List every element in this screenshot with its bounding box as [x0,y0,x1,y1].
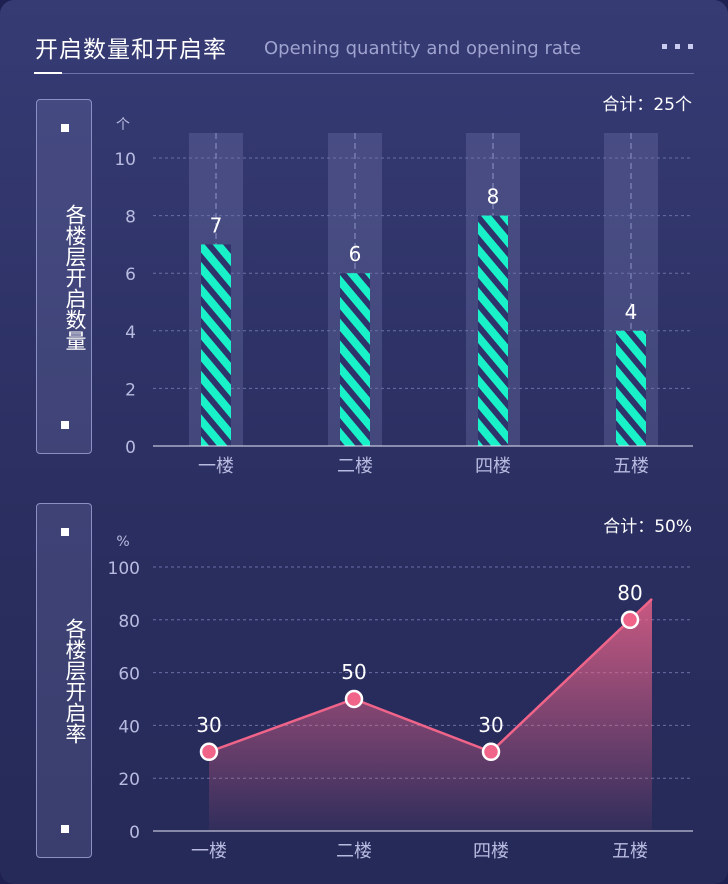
quantity-bar-chart: 0 2 4 6 8 10 个 7 6 8 4 一楼 二楼 四楼 五楼 [114,117,693,477]
x-tick-label: 二楼 [337,456,373,477]
x-tick-label: 一楼 [191,841,227,862]
square-icon [61,124,69,132]
bar-value-label: 4 [625,300,638,324]
y-tick-label: 4 [125,323,136,343]
area-fill [209,598,652,831]
square-icon [61,825,69,833]
point-value-label: 50 [341,660,366,684]
y-tick-label: 6 [125,265,136,285]
rate-total: 合计：50% [603,517,692,537]
y-tick-label: 10 [114,150,136,170]
panel-subtitle: Opening quantity and opening rate [264,38,582,59]
square-icon [61,528,69,536]
data-point [620,610,640,630]
x-tick-label: 五楼 [613,456,649,477]
y-tick-label: 0 [125,438,136,458]
data-point [199,742,219,762]
data-point [481,742,501,762]
x-tick-label: 四楼 [473,841,509,862]
x-tick-label: 五楼 [612,841,648,862]
bar [201,244,231,446]
bar-value-label: 7 [210,213,223,237]
side-label-rate-text: 各楼层开启率 [63,618,87,744]
point-value-label: 30 [196,713,221,737]
quantity-total: 合计：25个 [602,95,692,115]
side-label-quantity: 各楼层开启数量 [36,99,92,454]
y-tick-label: 100 [108,559,140,579]
bar [616,330,646,446]
more-dots-icon[interactable] [662,44,694,52]
header-divider [34,73,694,74]
y-unit-label: % [116,534,129,550]
y-tick-label: 8 [125,208,136,228]
point-value-label: 80 [617,581,642,605]
x-tick-label: 二楼 [336,841,372,862]
square-icon [61,421,69,429]
y-tick-label: 40 [118,717,140,737]
x-tick-label: 一楼 [198,456,234,477]
y-unit-label: 个 [116,117,130,133]
point-value-label: 30 [478,713,503,737]
bar [340,273,370,446]
y-tick-label: 2 [125,380,136,400]
side-label-rate: 各楼层开启率 [36,503,92,858]
panel-title: 开启数量和开启率 [35,37,227,63]
side-label-quantity-text: 各楼层开启数量 [63,203,87,351]
bar-value-label: 8 [487,185,500,209]
rate-area-chart: 0 20 40 60 80 100% 30 50 30 80 一楼 二楼 四楼 五楼 [108,534,693,862]
y-tick-label: 80 [118,612,140,632]
bar-value-label: 6 [349,242,362,266]
y-tick-label: 20 [118,770,140,790]
x-tick-label: 四楼 [475,456,511,477]
y-tick-label: 0 [129,823,140,843]
bar [478,215,508,446]
header-accent [34,72,62,74]
data-point [344,689,364,709]
y-tick-label: 60 [118,665,140,685]
